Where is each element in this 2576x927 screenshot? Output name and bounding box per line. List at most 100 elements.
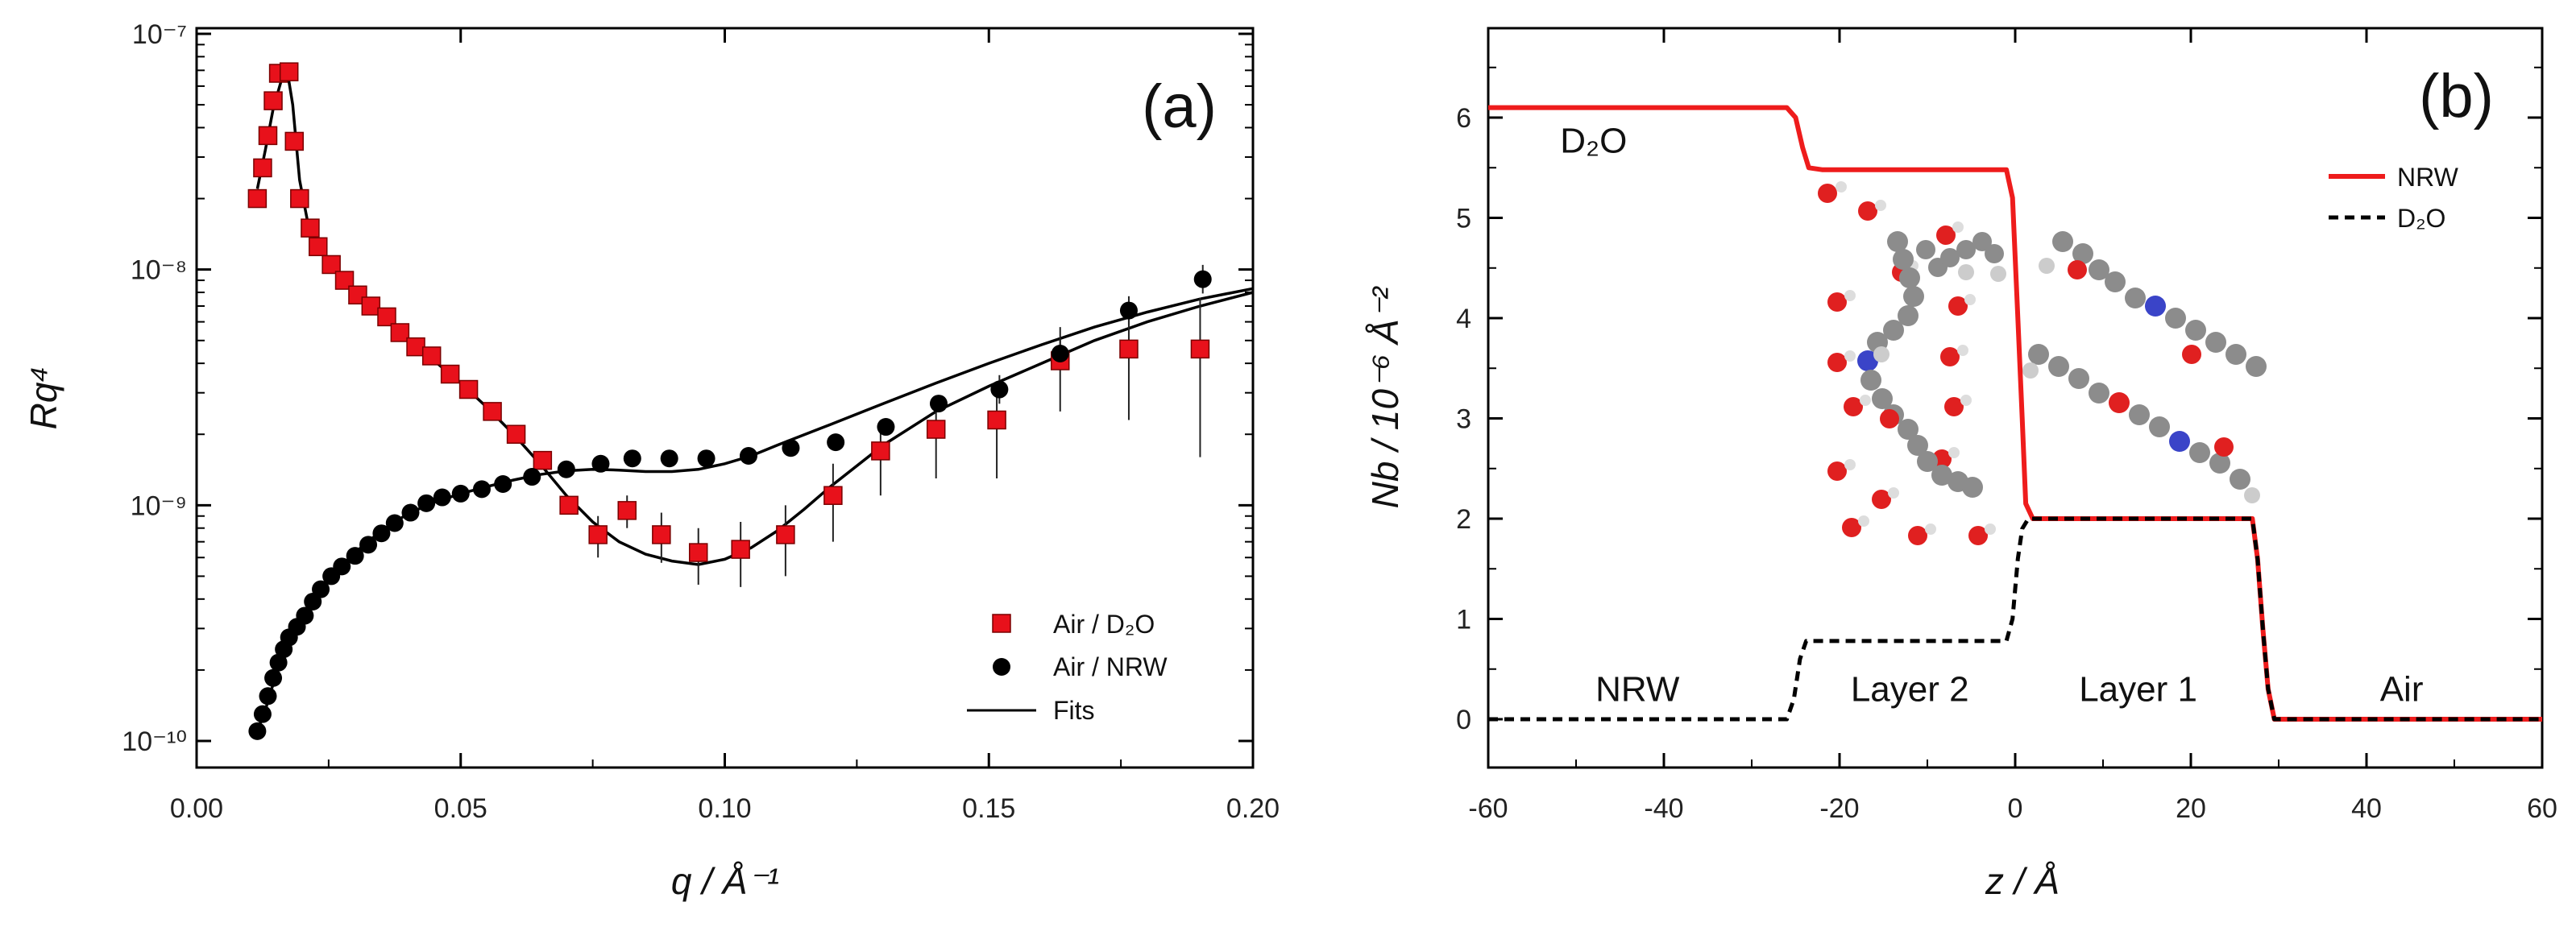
y-axis-title-a: Rq⁴: [23, 366, 64, 430]
data-point-nrw: [259, 687, 277, 706]
profile-line-nrw: [1488, 105, 2542, 722]
surfactant-chain-left: [1857, 231, 2006, 498]
data-point-d2o: [617, 501, 637, 520]
data-point-d2o: [559, 495, 579, 515]
y-tick-label-b: 5: [1456, 204, 1471, 234]
profile-lines-b: [1488, 105, 2542, 722]
x-tick-label-a: 0.00: [170, 793, 223, 824]
data-point-d2o: [458, 379, 479, 399]
data-point-d2o: [823, 486, 843, 505]
data-point-d2o: [253, 158, 272, 178]
panel-b: -60 -40 -20 0 20 40 60 0 1 2 3 4 5 6 D₂O NRW Layer 2 La…: [1364, 27, 2557, 902]
x-tick-label-b: -20: [1819, 793, 1859, 824]
x-axis-title-b: z / Å: [1985, 860, 2060, 902]
data-point-d2o: [258, 126, 278, 146]
region-label: Layer 2: [1851, 670, 1969, 710]
panel-label-a: (a): [1142, 72, 1217, 141]
data-point-d2o: [279, 62, 299, 81]
panel-a: 0.00 0.05 0.10 0.15 0.20 10⁻¹⁰ 10⁻⁹ 10⁻⁸ 10⁻⁷ (…: [23, 19, 1280, 902]
data-point-nrw: [359, 536, 378, 554]
legend-label-nrw: Air / NRW: [1053, 652, 1168, 681]
data-point-d2o: [334, 271, 355, 290]
ticks-b: [1487, 28, 2544, 768]
data-point-nrw: [782, 439, 800, 457]
data-point-nrw: [1051, 345, 1069, 363]
region-label: NRW: [1595, 670, 1680, 710]
y-tick-label-b: 2: [1456, 504, 1471, 535]
surfactant-chain-right: [2022, 231, 2267, 503]
markers-a: [247, 62, 1212, 740]
region-labels-b: D₂O NRW Layer 2 Layer 1 Air: [1560, 122, 2423, 710]
x-tick-label-b: 20: [2176, 793, 2206, 824]
x-tick-label-a: 0.10: [698, 793, 751, 824]
data-point-nrw: [472, 480, 491, 499]
data-point-nrw: [269, 653, 288, 672]
y-tick-label-b: 4: [1456, 304, 1471, 334]
x-axis-title-a: q / Å⁻¹: [671, 860, 779, 902]
data-point-d2o: [1119, 339, 1139, 359]
legend-a: Air / D₂O Air / NRW Fits: [967, 610, 1168, 725]
y-axis-title-b: Nb / 10⁻⁶ Å⁻²: [1364, 286, 1406, 508]
data-point-nrw: [697, 449, 716, 468]
y-tick-labels-b: 0 1 2 3 4 5 6: [1456, 103, 1471, 735]
fit-line-1: [255, 68, 1254, 566]
x-tick-labels-b: -60 -40 -20 0 20 40 60: [1468, 793, 2557, 824]
data-point-nrw: [312, 580, 330, 598]
data-point-nrw: [523, 468, 541, 486]
y-tick-label-b: 3: [1456, 404, 1471, 435]
legend-marker-nrw: [993, 658, 1010, 676]
data-point-d2o: [506, 424, 526, 444]
y-tick-label-a: 10⁻⁸: [131, 255, 187, 286]
data-point-d2o: [309, 237, 328, 257]
data-point-d2o: [440, 364, 460, 384]
y-tick-label-b: 6: [1456, 103, 1471, 134]
data-point-d2o: [421, 346, 442, 366]
data-point-nrw: [248, 722, 267, 740]
data-point-d2o: [390, 323, 410, 342]
data-point-nrw: [401, 503, 420, 522]
legend-b: NRW D₂O: [2329, 163, 2459, 233]
data-point-d2o: [731, 540, 750, 559]
data-point-d2o: [377, 307, 396, 327]
data-point-nrw: [990, 380, 1009, 399]
y-tick-labels-a: 10⁻¹⁰ 10⁻⁹ 10⁻⁸ 10⁻⁷: [122, 19, 187, 757]
x-tick-label-b: 40: [2351, 793, 2382, 824]
y-tick-label-a: 10⁻¹⁰: [122, 726, 187, 757]
data-point-d2o: [776, 525, 795, 544]
data-point-nrw: [557, 460, 575, 478]
data-point-nrw: [827, 433, 845, 452]
data-point-nrw: [417, 494, 436, 512]
data-point-nrw: [623, 449, 641, 468]
y-tick-label-a: 10⁻⁹: [131, 490, 187, 521]
data-point-nrw: [346, 547, 364, 565]
x-tick-label-b: -60: [1468, 793, 1508, 824]
data-point-d2o: [688, 543, 708, 562]
x-tick-label-a: 0.05: [434, 793, 487, 824]
data-point-d2o: [247, 188, 268, 209]
data-point-nrw: [433, 488, 451, 507]
data-point-d2o: [406, 337, 425, 357]
data-point-d2o: [588, 525, 608, 544]
error-bars-a: [597, 264, 1204, 587]
panel-label-b: (b): [2419, 62, 2494, 130]
data-point-nrw: [296, 606, 314, 625]
data-point-nrw: [253, 705, 272, 723]
data-point-nrw: [1119, 301, 1138, 320]
molecular-structure-illustration: [1818, 181, 2267, 545]
y-tick-label-b: 1: [1456, 605, 1471, 635]
data-point-d2o: [987, 410, 1006, 430]
data-point-d2o: [290, 188, 309, 209]
legend-label-fits: Fits: [1053, 696, 1095, 725]
data-point-nrw: [1193, 270, 1212, 288]
data-point-d2o: [361, 296, 381, 316]
data-point-d2o: [533, 450, 553, 470]
data-point-d2o: [483, 402, 502, 421]
data-point-nrw: [591, 454, 610, 473]
x-tick-label-b: 60: [2527, 793, 2557, 824]
x-tick-label-a: 0.15: [962, 793, 1015, 824]
data-point-d2o: [301, 218, 320, 238]
x-tick-label-a: 0.20: [1226, 793, 1280, 824]
x-tick-label-b: 0: [2008, 793, 2023, 824]
data-point-nrw: [494, 475, 512, 494]
